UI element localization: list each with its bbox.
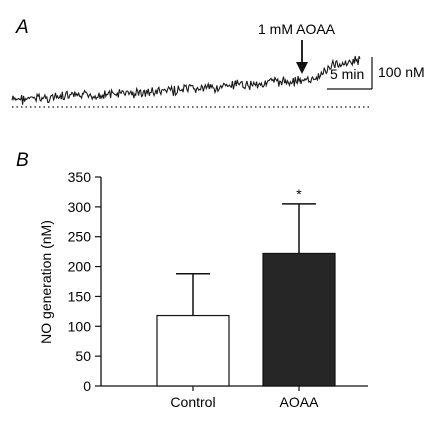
- panel-b: B NO generation (nM) 0 50 100 150 200 250 300 3…: [16, 150, 368, 410]
- x-tick-label: Control: [170, 394, 215, 410]
- aoaa-arrow: [296, 40, 308, 74]
- y-tick-label: 250: [68, 229, 92, 245]
- scale-bar: [327, 57, 373, 90]
- panel-b-label: B: [16, 150, 29, 171]
- bar-control: [156, 314, 230, 387]
- y-tick-label: 300: [68, 199, 92, 215]
- y-tick-label: 200: [68, 259, 92, 275]
- aoaa-annotation: 1 mM AOAA: [258, 21, 336, 37]
- bar-series: *: [156, 186, 336, 387]
- scalebar-conc-label: 100 nM: [378, 64, 425, 80]
- bar-aoaa: [262, 252, 336, 387]
- y-tick-label: 50: [75, 348, 91, 364]
- y-tick-label: 350: [68, 169, 92, 185]
- no-trace: [11, 55, 361, 105]
- panel-a-label: A: [15, 17, 29, 38]
- scalebar-time-label: 5 min: [330, 66, 364, 82]
- significance-marker: *: [296, 186, 302, 202]
- panel-a: A 1 mM AOAA 5 min 100 nM: [11, 17, 425, 108]
- y-axis-label: NO generation (nM): [38, 220, 54, 344]
- y-tick-label: 0: [83, 378, 91, 394]
- bar-axes: 0 50 100 150 200 250 300 350 Control AOAA: [68, 169, 368, 410]
- x-tick-label: AOAA: [280, 394, 320, 410]
- y-tick-label: 100: [68, 318, 92, 334]
- y-tick-label: 150: [68, 288, 92, 304]
